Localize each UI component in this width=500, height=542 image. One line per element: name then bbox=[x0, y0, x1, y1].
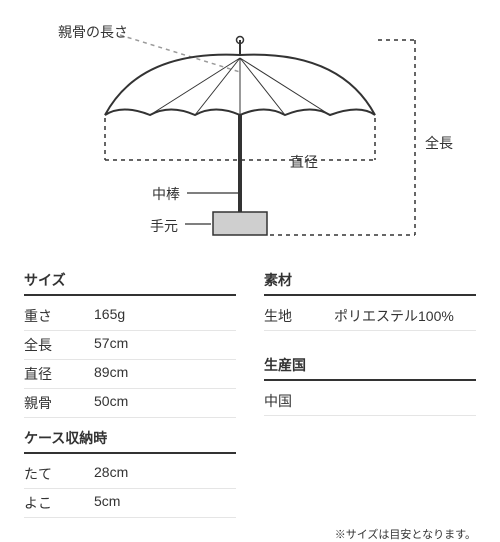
left-column: サイズ 重さ 165g 全長 57cm 直径 89cm 親骨 50cm ケース収… bbox=[24, 270, 236, 518]
umbrella-diagram: 親骨の長さ 直径 全長 中棒 手元 bbox=[0, 0, 500, 270]
spec-tables: サイズ 重さ 165g 全長 57cm 直径 89cm 親骨 50cm ケース収… bbox=[0, 270, 500, 518]
section-title-case: ケース収納時 bbox=[24, 428, 236, 454]
label-handle: 手元 bbox=[150, 216, 178, 236]
row-value: 50cm bbox=[94, 393, 236, 413]
row-value: ポリエステル100% bbox=[334, 306, 476, 326]
table-row: 生地 ポリエステル100% bbox=[264, 302, 476, 331]
row-key: たて bbox=[24, 464, 94, 484]
table-row: 重さ 165g bbox=[24, 302, 236, 331]
row-value: 165g bbox=[94, 306, 236, 326]
row-key: 親骨 bbox=[24, 393, 94, 413]
row-key: よこ bbox=[24, 493, 94, 513]
right-column: 素材 生地 ポリエステル100% 生産国 中国 bbox=[264, 270, 476, 518]
footnote: ※サイズは目安となります。 bbox=[0, 518, 500, 542]
section-title-origin: 生産国 bbox=[264, 355, 476, 381]
row-key: 直径 bbox=[24, 364, 94, 384]
table-row: 親骨 50cm bbox=[24, 389, 236, 418]
table-row: たて 28cm bbox=[24, 460, 236, 489]
table-row: 中国 bbox=[264, 387, 476, 416]
section-title-size: サイズ bbox=[24, 270, 236, 296]
row-key: 中国 bbox=[264, 391, 334, 411]
table-row: 直径 89cm bbox=[24, 360, 236, 389]
row-value: 57cm bbox=[94, 335, 236, 355]
row-key: 重さ bbox=[24, 306, 94, 326]
row-key: 全長 bbox=[24, 335, 94, 355]
row-value: 28cm bbox=[94, 464, 236, 484]
row-value bbox=[334, 391, 476, 411]
row-value: 5cm bbox=[94, 493, 236, 513]
table-row: よこ 5cm bbox=[24, 489, 236, 518]
row-value: 89cm bbox=[94, 364, 236, 384]
label-total-length: 全長 bbox=[425, 133, 453, 153]
row-key: 生地 bbox=[264, 306, 334, 326]
table-row: 全長 57cm bbox=[24, 331, 236, 360]
label-diameter: 直径 bbox=[290, 152, 318, 172]
section-title-material: 素材 bbox=[264, 270, 476, 296]
label-rib-length: 親骨の長さ bbox=[58, 22, 128, 42]
label-shaft: 中棒 bbox=[152, 184, 180, 204]
